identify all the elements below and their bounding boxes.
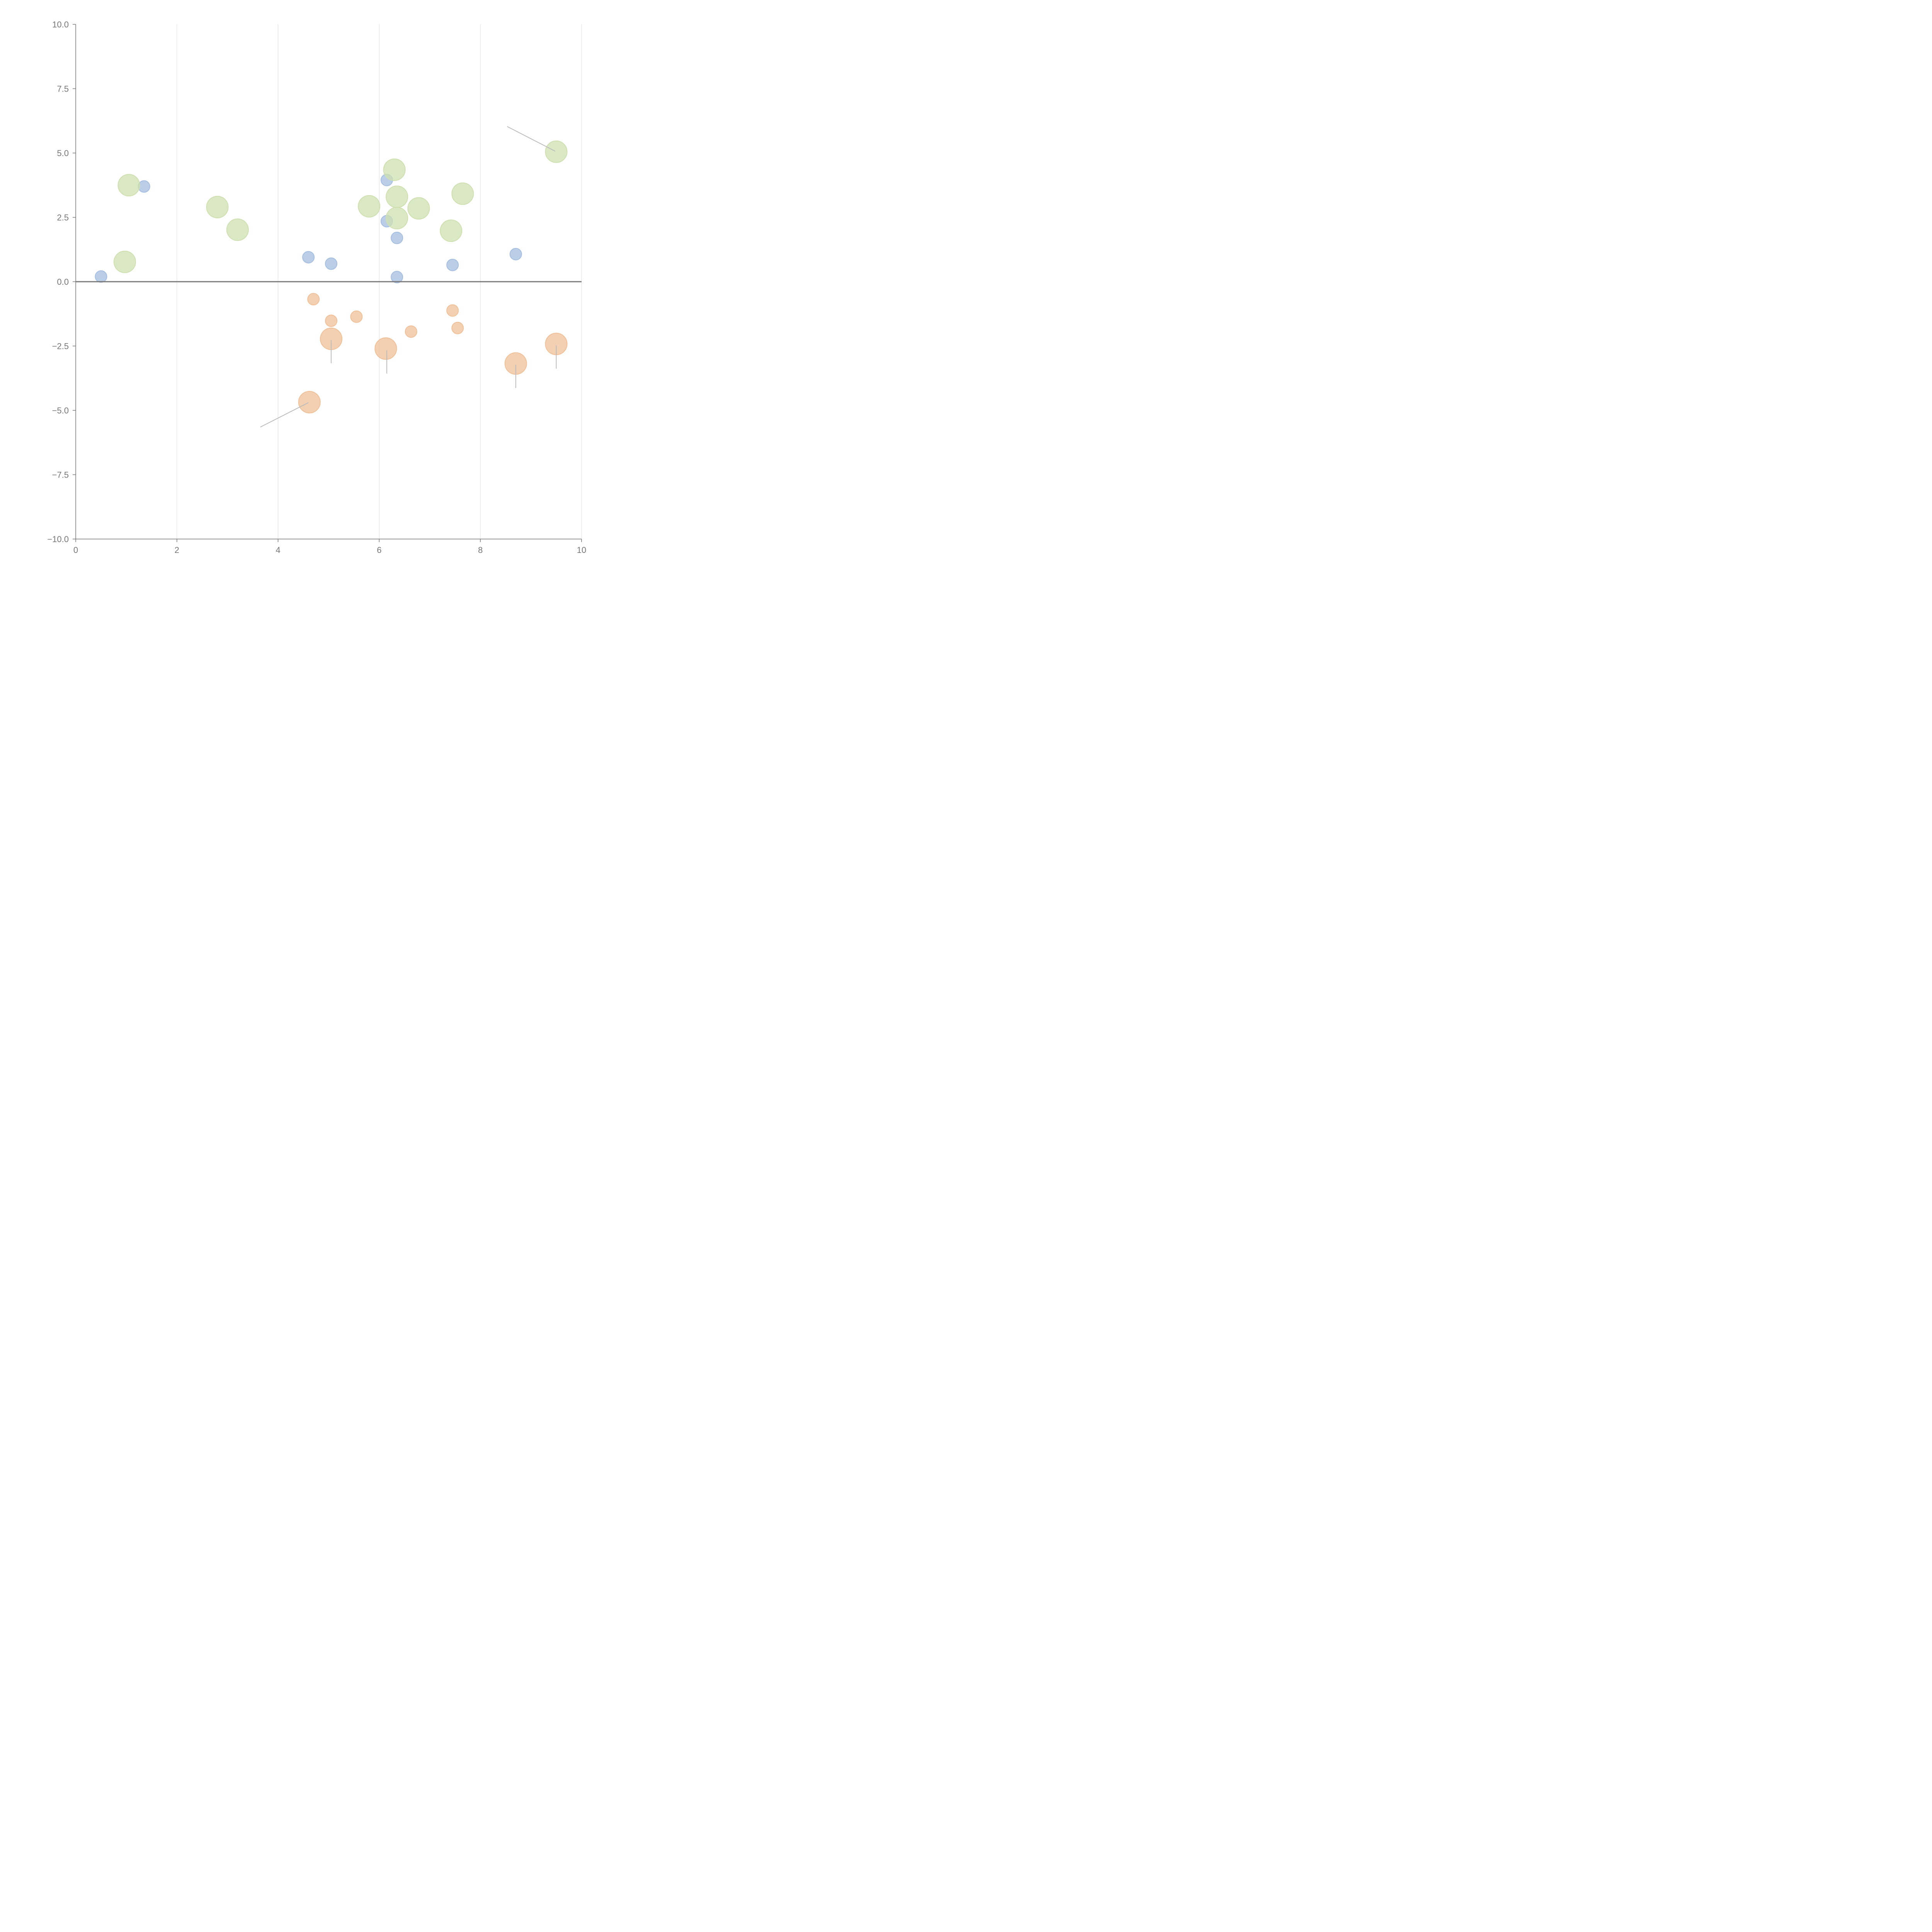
data-point-green (383, 158, 406, 181)
data-point-blue (391, 231, 403, 244)
data-point-orange-large (374, 337, 397, 360)
data-point-green (358, 195, 381, 218)
x-tick-label: 2 (175, 545, 179, 555)
y-tick-label: 2.5 (57, 213, 69, 223)
data-point-blue (446, 259, 459, 271)
series-orange-small (307, 293, 464, 338)
data-point-blue (509, 248, 522, 260)
data-point-blue (325, 257, 338, 270)
data-point-green (451, 182, 474, 205)
series-orange-large (298, 327, 568, 413)
x-tick-label: 8 (478, 545, 483, 555)
data-point-orange-small (405, 325, 417, 338)
y-tick-label: 7.5 (57, 84, 69, 94)
data-point-orange-small (446, 304, 459, 317)
data-point-green (407, 197, 430, 220)
data-point-green (206, 196, 229, 218)
data-point-green (545, 140, 568, 163)
data-point-green (386, 185, 408, 208)
data-point-green (117, 174, 140, 197)
y-tick-label: 10.0 (52, 20, 69, 29)
data-point-green (440, 219, 463, 242)
x-tick-label: 4 (276, 545, 280, 555)
data-point-green (226, 218, 249, 241)
data-point-blue (391, 271, 403, 284)
y-tick-label: −5.0 (52, 406, 69, 415)
x-axis-ticks: 0 2 4 6 8 10 (73, 539, 586, 555)
y-tick-label: −10.0 (47, 534, 69, 544)
data-point-orange-large (298, 391, 321, 413)
series-green (113, 140, 568, 273)
data-point-orange-small (325, 315, 338, 327)
data-point-green (386, 207, 408, 230)
y-tick-label: −7.5 (52, 470, 69, 480)
y-tick-label: 5.0 (57, 148, 69, 158)
data-point-orange-small (350, 310, 363, 323)
data-point-blue (95, 270, 107, 283)
connector-lines (260, 126, 557, 428)
x-tick-label: 6 (377, 545, 381, 555)
data-point-green (113, 250, 136, 273)
data-point-orange-small (451, 321, 464, 334)
data-points (95, 140, 568, 413)
connector-line (260, 402, 309, 428)
y-axis-ticks: 10.0 7.5 5.0 2.5 0.0 −2.5 −5.0 −7.5 −10.0 (47, 20, 76, 544)
x-tick-label: 0 (73, 545, 78, 555)
data-point-blue (302, 251, 315, 264)
y-tick-label: −2.5 (52, 342, 69, 351)
connector-line (507, 126, 556, 152)
bubble-chart: 0 2 4 6 8 10 10.0 7.5 5.0 2.5 0.0 −2.5 −5.0 −7.5 −10.… (47, 20, 586, 555)
x-tick-label: 10 (577, 545, 586, 555)
y-tick-label: 0.0 (57, 277, 69, 287)
data-point-orange-small (307, 293, 320, 306)
